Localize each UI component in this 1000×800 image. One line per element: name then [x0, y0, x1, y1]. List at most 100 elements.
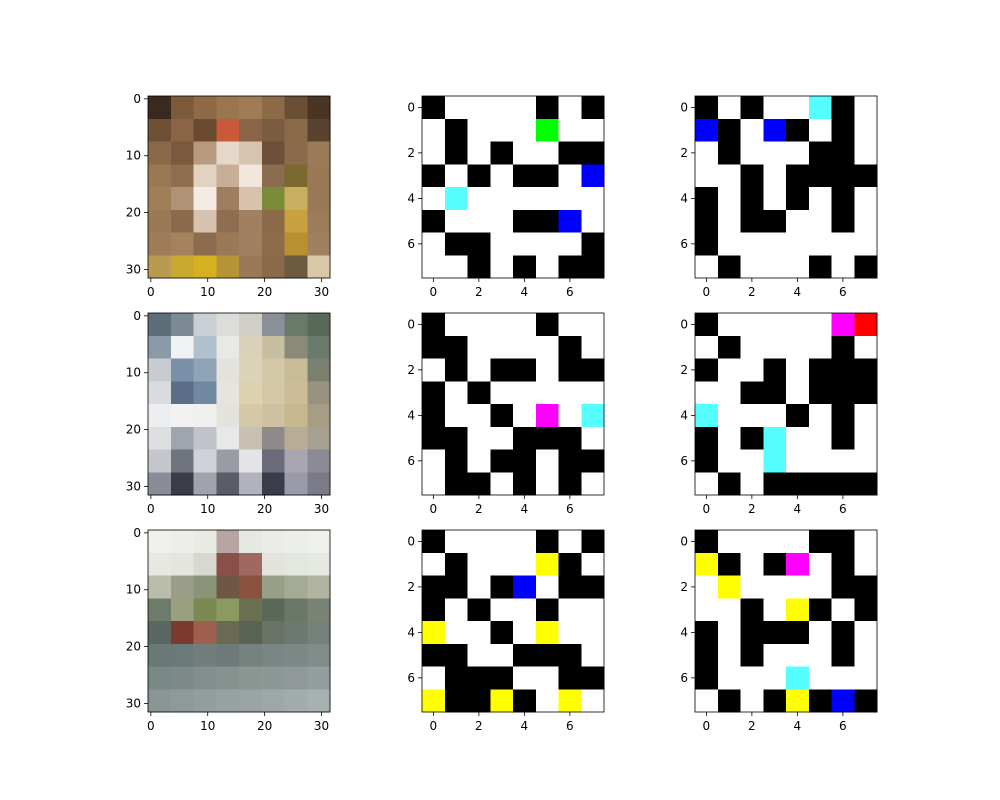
- grid-cell: [695, 255, 719, 279]
- grid-cell: [513, 232, 537, 256]
- grid-cell: [170, 209, 195, 234]
- grid-cell: [261, 141, 286, 165]
- grid-cell: [170, 552, 195, 577]
- grid-cell: [444, 232, 469, 256]
- grid-cell: [740, 96, 764, 120]
- x-tick-label: 6: [566, 285, 574, 299]
- grid-cell: [558, 472, 582, 496]
- grid-cell: [535, 575, 560, 599]
- grid-cell: [170, 96, 195, 120]
- grid-cell: [422, 209, 446, 234]
- grid-cell: [581, 666, 605, 690]
- grid-cell: [422, 118, 446, 143]
- grid-cell: [444, 118, 469, 143]
- grid-cell: [148, 404, 172, 428]
- grid-cell: [535, 96, 560, 120]
- grid-cell: [786, 643, 810, 668]
- grid-cell: [490, 141, 514, 165]
- axes-frame: [421, 529, 605, 713]
- grid-cell: [558, 404, 582, 428]
- grid-cell: [239, 255, 263, 279]
- y-tick-label: 30: [126, 479, 141, 493]
- grid-cell: [808, 232, 833, 256]
- grid-cell: [717, 164, 742, 188]
- grid-cell: [490, 118, 514, 143]
- grid-cell: [854, 426, 878, 451]
- grid-cell: [763, 472, 787, 496]
- pixel-grid: [422, 96, 605, 279]
- grid-cell: [581, 335, 605, 360]
- grid-cell: [193, 449, 217, 473]
- grid-cell: [216, 209, 240, 234]
- grid-cell: [193, 598, 217, 622]
- grid-cell: [513, 313, 537, 337]
- grid-cell: [261, 232, 286, 256]
- grid-cell: [854, 187, 878, 211]
- grid-cell: [239, 358, 263, 382]
- grid-cell: [490, 530, 514, 554]
- y-tick-label: 4: [680, 191, 688, 205]
- grid-cell: [148, 255, 172, 279]
- grid-cell: [307, 209, 331, 234]
- grid-cell: [284, 187, 308, 211]
- grid-cell: [854, 118, 878, 143]
- grid-cell: [854, 530, 878, 554]
- grid-cell: [786, 209, 810, 234]
- grid-cell: [284, 643, 308, 668]
- grid-cell: [261, 313, 286, 337]
- grid-cell: [740, 689, 764, 713]
- grid-cell: [695, 404, 719, 428]
- grid-cell: [808, 449, 833, 473]
- grid-cell: [422, 689, 446, 713]
- grid-cell: [695, 666, 719, 690]
- grid-cell: [558, 552, 582, 577]
- grid-cell: [239, 118, 263, 143]
- grid-cell: [763, 232, 787, 256]
- grid-cell: [444, 404, 469, 428]
- grid-cell: [490, 621, 514, 645]
- grid-cell: [284, 358, 308, 382]
- x-tick-label: 10: [200, 285, 215, 299]
- grid-cell: [831, 643, 855, 668]
- grid-cell: [786, 358, 810, 382]
- grid-cell: [808, 598, 833, 622]
- grid-cell: [467, 232, 491, 256]
- grid-cell: [444, 621, 469, 645]
- x-tick-label: 20: [257, 285, 272, 299]
- grid-cell: [581, 313, 605, 337]
- grid-cell: [307, 598, 331, 622]
- grid-cell: [717, 118, 742, 143]
- grid-cell: [786, 404, 810, 428]
- grid-cell: [170, 381, 195, 405]
- grid-cell: [558, 643, 582, 668]
- grid-cell: [490, 552, 514, 577]
- grid-cell: [193, 209, 217, 234]
- grid-cell: [422, 530, 446, 554]
- grid-cell: [558, 449, 582, 473]
- grid-cell: [490, 689, 514, 713]
- grid-cell: [808, 530, 833, 554]
- grid-cell: [808, 358, 833, 382]
- grid-cell: [740, 335, 764, 360]
- grid-cell: [763, 209, 787, 234]
- panel-9: 0 2 4 6 0 2 4 6: [680, 529, 878, 733]
- grid-cell: [490, 449, 514, 473]
- x-tick-label: 30: [314, 502, 329, 516]
- grid-cell: [763, 426, 787, 451]
- grid-cell: [808, 426, 833, 451]
- grid-cell: [831, 449, 855, 473]
- grid-cell: [490, 96, 514, 120]
- grid-cell: [695, 118, 719, 143]
- grid-cell: [239, 381, 263, 405]
- grid-cell: [148, 530, 172, 554]
- grid-cell: [695, 598, 719, 622]
- grid-cell: [422, 255, 446, 279]
- grid-cell: [467, 472, 491, 496]
- grid-cell: [239, 575, 263, 599]
- grid-cell: [535, 666, 560, 690]
- grid-cell: [831, 621, 855, 645]
- grid-cell: [239, 598, 263, 622]
- grid-cell: [740, 472, 764, 496]
- grid-cell: [581, 187, 605, 211]
- grid-cell: [740, 209, 764, 234]
